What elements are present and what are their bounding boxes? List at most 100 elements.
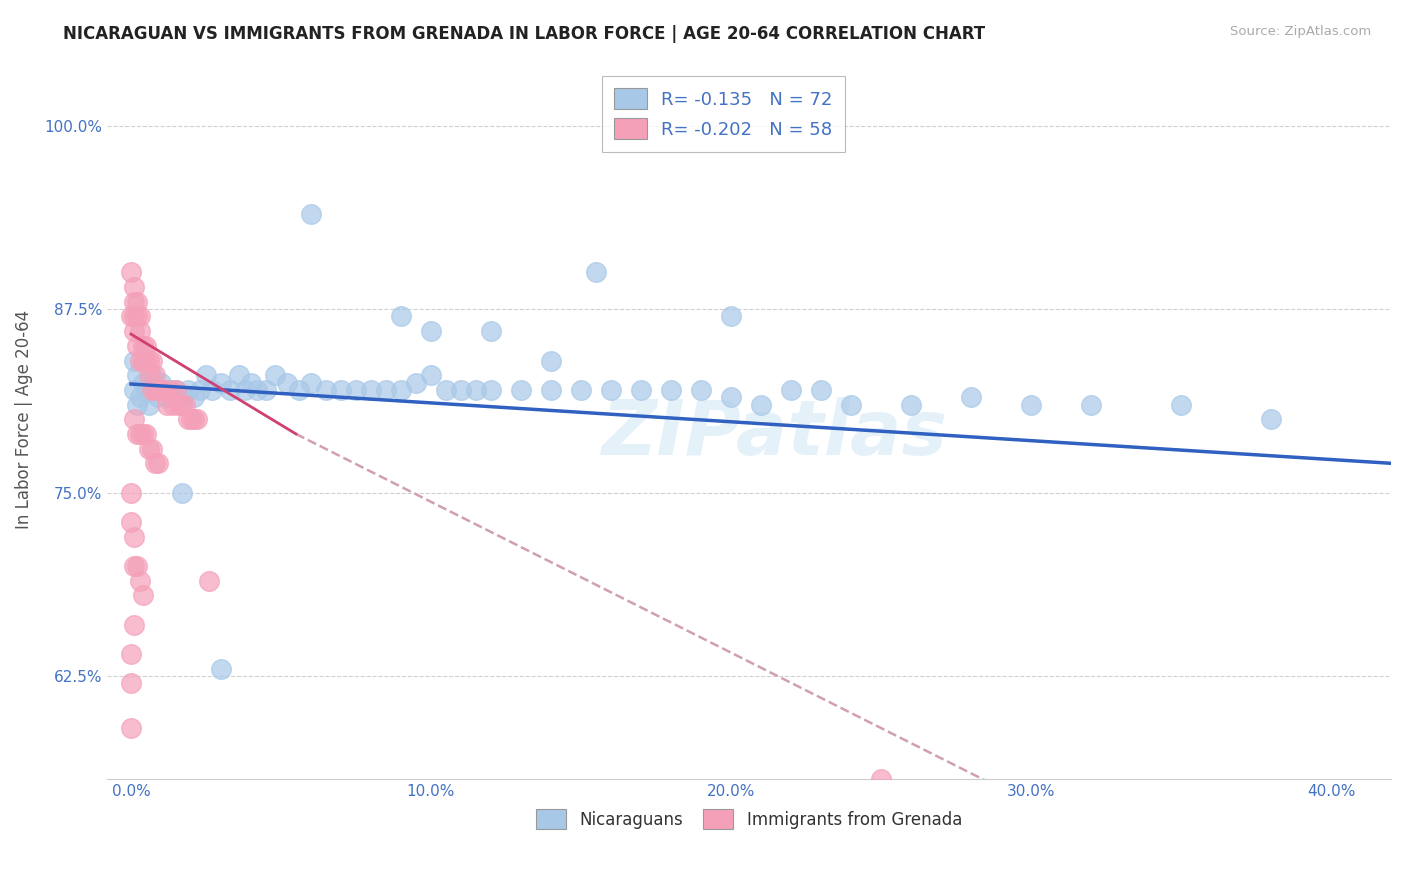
Y-axis label: In Labor Force | Age 20-64: In Labor Force | Age 20-64 <box>15 310 32 529</box>
Point <box>360 383 382 397</box>
Point <box>125 310 148 324</box>
Point <box>434 383 457 397</box>
Point <box>143 368 166 383</box>
Point <box>149 376 172 390</box>
Point <box>146 456 169 470</box>
Point <box>143 383 166 397</box>
Point <box>720 390 742 404</box>
Point <box>170 398 193 412</box>
Point <box>153 383 176 397</box>
Point <box>165 383 187 397</box>
Point <box>870 772 893 786</box>
Text: NICARAGUAN VS IMMIGRANTS FROM GRENADA IN LABOR FORCE | AGE 20-64 CORRELATION CHA: NICARAGUAN VS IMMIGRANTS FROM GRENADA IN… <box>63 25 986 43</box>
Point <box>1260 412 1282 426</box>
Point <box>420 324 443 338</box>
Point <box>125 559 148 574</box>
Point <box>129 574 152 588</box>
Point <box>146 383 169 397</box>
Point <box>188 383 211 397</box>
Point <box>465 383 488 397</box>
Point <box>264 368 287 383</box>
Point <box>479 324 502 338</box>
Point <box>125 294 148 309</box>
Text: ZIPatlas: ZIPatlas <box>602 397 948 471</box>
Point <box>122 353 145 368</box>
Point <box>1080 398 1102 412</box>
Point <box>299 376 322 390</box>
Point <box>299 207 322 221</box>
Point <box>330 383 353 397</box>
Point <box>129 310 152 324</box>
Point <box>135 426 157 441</box>
Point <box>120 515 142 529</box>
Point <box>122 324 145 338</box>
Point <box>138 368 160 383</box>
Point <box>233 383 256 397</box>
Point <box>120 485 142 500</box>
Point <box>177 383 200 397</box>
Point <box>165 383 187 397</box>
Point <box>132 426 155 441</box>
Point <box>162 398 184 412</box>
Point <box>122 280 145 294</box>
Point <box>159 383 181 397</box>
Point <box>141 353 163 368</box>
Point <box>138 398 160 412</box>
Point <box>194 368 217 383</box>
Point <box>138 353 160 368</box>
Point <box>122 617 145 632</box>
Point <box>132 376 155 390</box>
Point <box>122 412 145 426</box>
Point <box>153 383 176 397</box>
Point <box>120 265 142 279</box>
Point <box>174 398 197 412</box>
Point <box>659 383 682 397</box>
Point <box>122 294 145 309</box>
Point <box>209 662 232 676</box>
Point <box>246 383 269 397</box>
Point <box>177 412 200 426</box>
Point <box>749 398 772 412</box>
Text: Source: ZipAtlas.com: Source: ZipAtlas.com <box>1230 25 1371 38</box>
Point <box>183 390 205 404</box>
Point <box>960 390 983 404</box>
Point <box>143 456 166 470</box>
Point <box>156 398 179 412</box>
Point <box>129 324 152 338</box>
Point <box>344 383 367 397</box>
Point <box>180 412 202 426</box>
Point <box>228 368 250 383</box>
Point <box>120 721 142 735</box>
Point <box>569 383 592 397</box>
Point <box>288 383 311 397</box>
Point <box>183 412 205 426</box>
Point <box>780 383 803 397</box>
Point <box>149 383 172 397</box>
Point <box>120 310 142 324</box>
Point <box>170 390 193 404</box>
Point <box>585 265 607 279</box>
Point <box>141 442 163 456</box>
Point <box>122 383 145 397</box>
Point <box>186 412 208 426</box>
Point <box>540 383 562 397</box>
Point <box>125 339 148 353</box>
Point <box>420 368 443 383</box>
Point <box>479 383 502 397</box>
Point <box>132 589 155 603</box>
Point <box>510 383 533 397</box>
Point <box>125 398 148 412</box>
Point <box>315 383 337 397</box>
Point <box>198 574 221 588</box>
Point <box>143 383 166 397</box>
Point <box>720 310 742 324</box>
Point <box>135 383 157 397</box>
Point <box>209 376 232 390</box>
Point <box>201 383 224 397</box>
Point <box>900 398 922 412</box>
Point <box>141 368 163 383</box>
Point <box>122 310 145 324</box>
Point <box>276 376 298 390</box>
Point <box>1019 398 1042 412</box>
Point <box>600 383 623 397</box>
